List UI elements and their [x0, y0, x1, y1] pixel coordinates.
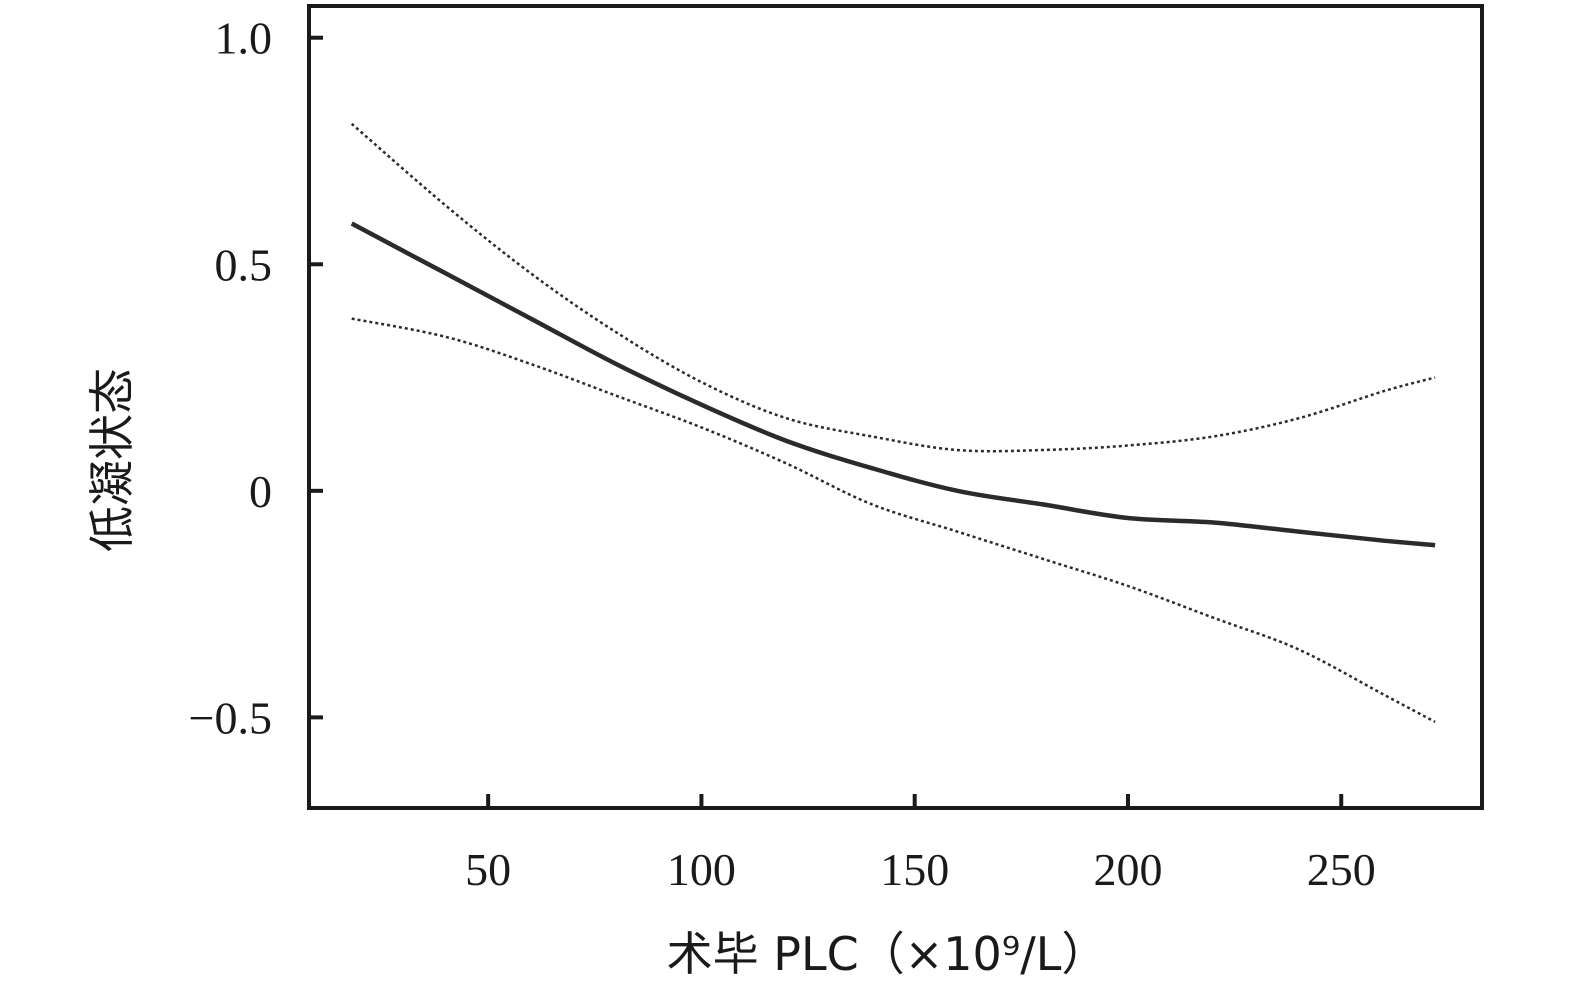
axis-ticks: 50 100 150 200 250 1.0 0.5 0 −0.5 [189, 13, 1376, 895]
lower-confidence-curve [351, 317, 1436, 724]
x-tick-label: 250 [1307, 844, 1376, 895]
x-tick-label: 100 [667, 844, 736, 895]
x-tick-label: 50 [465, 844, 511, 895]
fitted-curve [350, 221, 1436, 548]
y-tick-label: −0.5 [189, 692, 272, 743]
plot-frame [307, 4, 1484, 810]
y-tick-label: 0 [249, 466, 272, 517]
y-axis-title: 低凝状态 [85, 368, 139, 552]
x-axis-title: 术毕 PLC（×10⁹/L） [667, 927, 1108, 981]
y-tick-label: 0.5 [215, 239, 273, 290]
x-tick-label: 200 [1093, 844, 1162, 895]
upper-confidence-curve [350, 122, 1436, 453]
x-tick-label: 150 [880, 844, 949, 895]
y-tick-label: 1.0 [215, 13, 273, 64]
series-lines [350, 122, 1436, 724]
